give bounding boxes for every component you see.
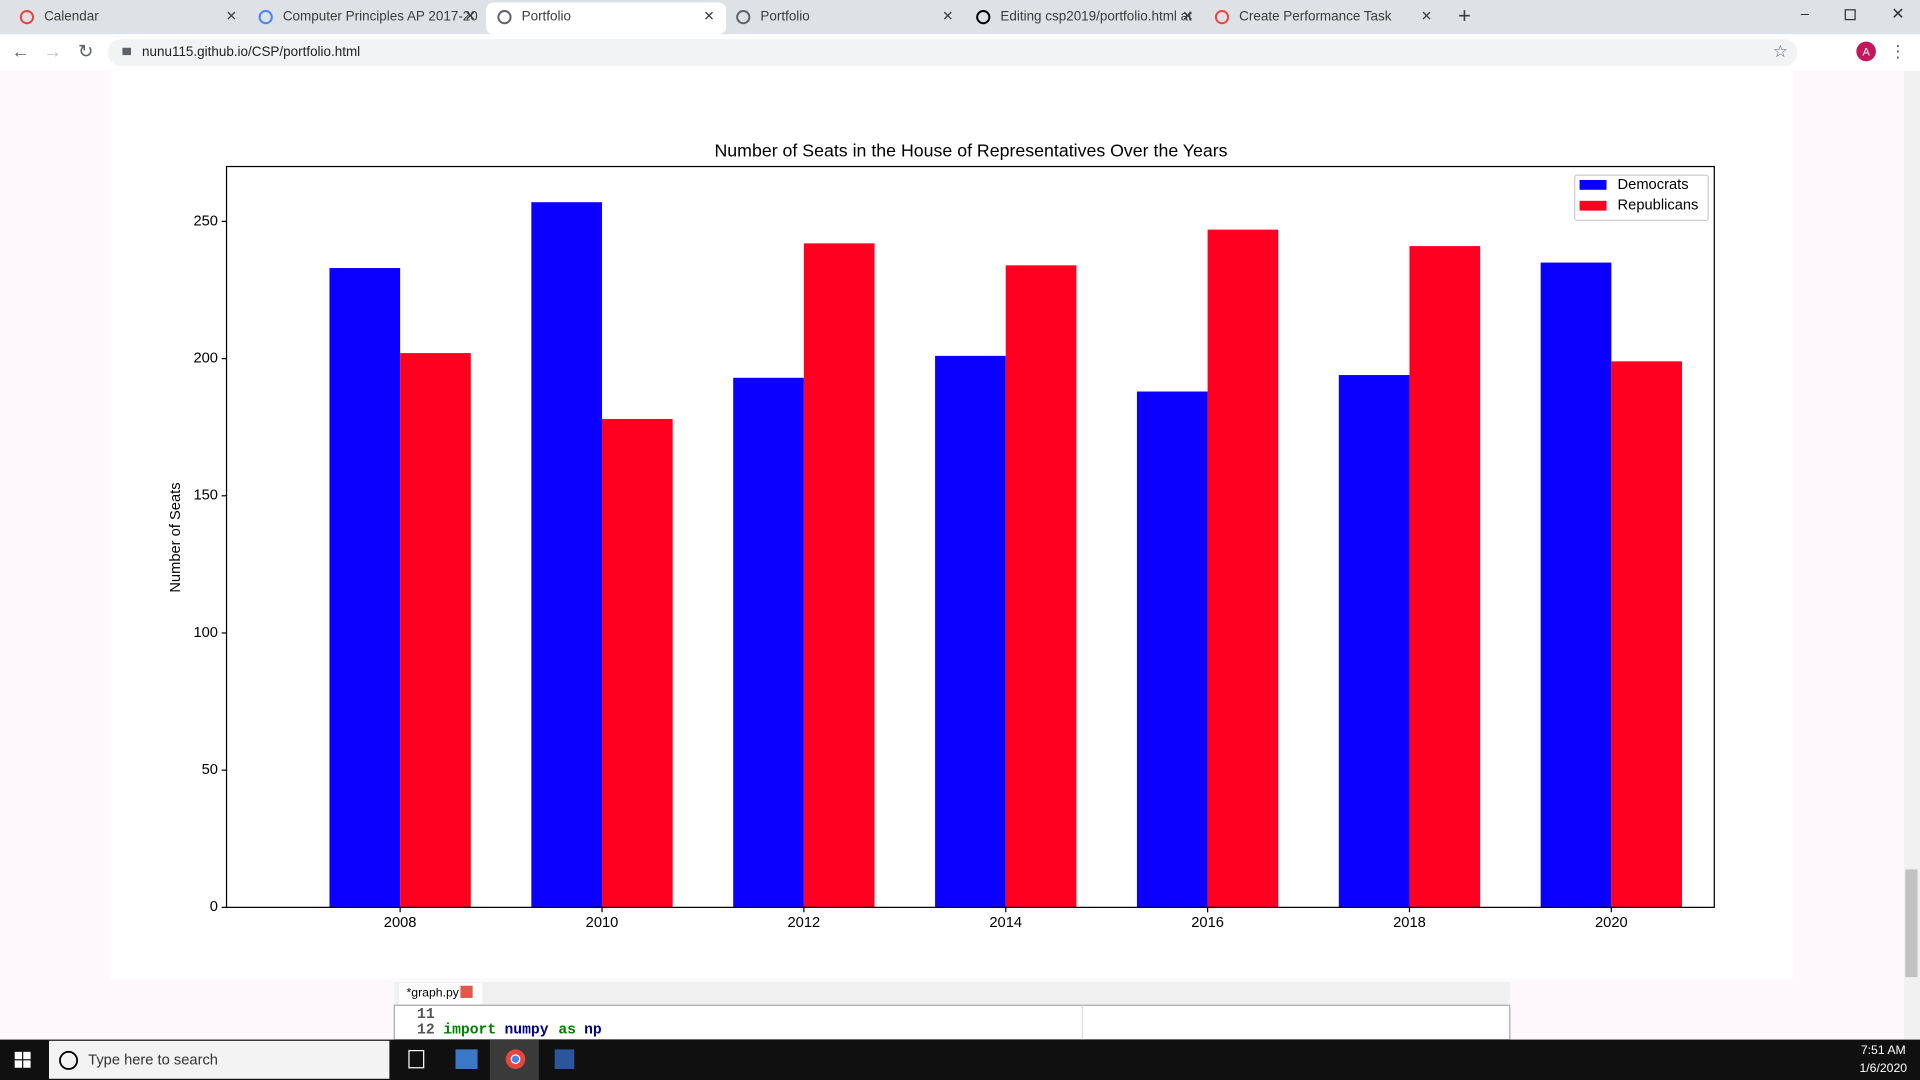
url[interactable]: nunu115.github.io/CSP/portfolio.html: [142, 44, 360, 59]
y-tick-label: 50: [202, 762, 218, 778]
start-logo: [23, 1060, 31, 1068]
scrollbar-thumb[interactable]: [1905, 869, 1918, 978]
tab-title[interactable]: Calendar: [44, 9, 99, 24]
bookmark-star[interactable]: ☆: [1773, 41, 1788, 61]
chrome-icon-center: [510, 1054, 521, 1065]
tab-favicon: [1214, 10, 1230, 25]
tab-close[interactable]: ✕: [703, 9, 714, 24]
search-placeholder[interactable]: Type here to search: [88, 1052, 218, 1068]
tab-favicon: [19, 10, 35, 25]
x-tick-label: 2014: [989, 915, 1022, 931]
editor-tab-close[interactable]: [460, 985, 473, 998]
bar: [1409, 246, 1481, 908]
y-tick-label: 200: [193, 350, 218, 366]
scrollbar: [1904, 71, 1920, 1040]
word-icon[interactable]: [554, 1049, 575, 1069]
avatar-letter: A: [1862, 47, 1870, 59]
start-logo: [23, 1051, 31, 1060]
x-tick-label: 2016: [1191, 915, 1224, 931]
omnibox[interactable]: [107, 39, 1798, 67]
start-logo: [14, 1051, 23, 1060]
bar: [1611, 361, 1682, 908]
clock-time[interactable]: 7:51 AM: [1861, 1043, 1906, 1057]
y-tick-label: 150: [193, 488, 218, 504]
y-tick-label: 100: [193, 625, 218, 641]
tab-close[interactable]: ✕: [942, 9, 953, 24]
tab-close[interactable]: ✕: [1182, 9, 1193, 24]
lock-icon: [122, 47, 132, 56]
tab-strip: [0, 0, 1920, 35]
x-tick-label: 2008: [384, 915, 417, 931]
line-number: 12: [417, 1023, 435, 1039]
tab-title[interactable]: Editing csp2019/portfolio.html at: [1000, 9, 1192, 24]
tab-title[interactable]: Computer Principles AP 2017-20: [283, 9, 478, 24]
search-box[interactable]: [48, 1040, 390, 1079]
start-button[interactable]: [14, 1051, 31, 1068]
legend-box: [1574, 174, 1709, 222]
legend-swatch: [1579, 180, 1607, 190]
tab-favicon: [497, 10, 512, 25]
code-identifier: numpy: [504, 1023, 548, 1039]
x-tick-label: 2012: [788, 915, 821, 931]
x-tick-label: 2018: [1393, 915, 1426, 931]
y-tick-label: 0: [210, 899, 218, 915]
code-identifier: np: [584, 1023, 602, 1039]
new-tab[interactable]: +: [1458, 3, 1471, 28]
menu[interactable]: ⋮: [1889, 41, 1906, 61]
tab-title[interactable]: Portfolio: [522, 9, 571, 24]
bar: [329, 268, 401, 908]
editor-tab-label[interactable]: *graph.py: [407, 985, 460, 999]
y-axis-label: Number of Seats: [168, 482, 184, 592]
code-keyword: as: [558, 1023, 576, 1039]
legend-label: Democrats: [1618, 177, 1689, 193]
x-tick-label: 2010: [586, 915, 619, 931]
bar: [1136, 391, 1208, 908]
minimize[interactable]: –: [1801, 7, 1810, 23]
tab-favicon: [976, 10, 991, 25]
x-tick-label: 2020: [1595, 915, 1628, 931]
plot-frame: [225, 165, 1715, 908]
editor-text-area[interactable]: [393, 1004, 1511, 1041]
tab-close[interactable]: ✕: [1421, 9, 1432, 24]
active-tab[interactable]: [486, 2, 727, 35]
bar: [602, 418, 673, 908]
code-keyword: import: [443, 1023, 496, 1039]
tab-title[interactable]: Create Performance Task: [1239, 9, 1392, 24]
bar: [1338, 375, 1410, 908]
legend-label: Republicans: [1618, 198, 1699, 214]
task-view[interactable]: [408, 1050, 425, 1069]
close-window[interactable]: ✕: [1891, 6, 1904, 23]
maximize[interactable]: [1844, 9, 1856, 21]
bar: [1005, 265, 1077, 908]
bar: [803, 243, 875, 908]
avatar[interactable]: [1856, 41, 1876, 62]
tab-title[interactable]: Portfolio: [760, 9, 809, 24]
reload[interactable]: ↻: [78, 40, 93, 61]
back[interactable]: ←: [12, 40, 30, 61]
forward[interactable]: →: [43, 40, 61, 61]
tab-favicon: [258, 10, 273, 25]
bar: [531, 202, 603, 908]
legend-swatch: [1579, 200, 1607, 211]
tab-close[interactable]: ✕: [465, 9, 476, 24]
line-number: 11: [417, 1007, 435, 1023]
bar: [935, 355, 1006, 908]
bar: [1207, 229, 1279, 908]
bar: [400, 353, 471, 908]
bar: [733, 377, 804, 908]
tab-close[interactable]: ✕: [226, 9, 237, 24]
start-logo: [14, 1060, 23, 1068]
y-tick-label: 250: [193, 213, 218, 229]
tab-favicon: [736, 10, 751, 25]
clock-date[interactable]: 1/6/2020: [1859, 1061, 1907, 1075]
taskbar-app[interactable]: [455, 1049, 478, 1069]
search-icon: [59, 1050, 79, 1070]
bar: [1540, 262, 1612, 908]
chart-title: Number of Seats in the House of Represen…: [714, 141, 1227, 161]
